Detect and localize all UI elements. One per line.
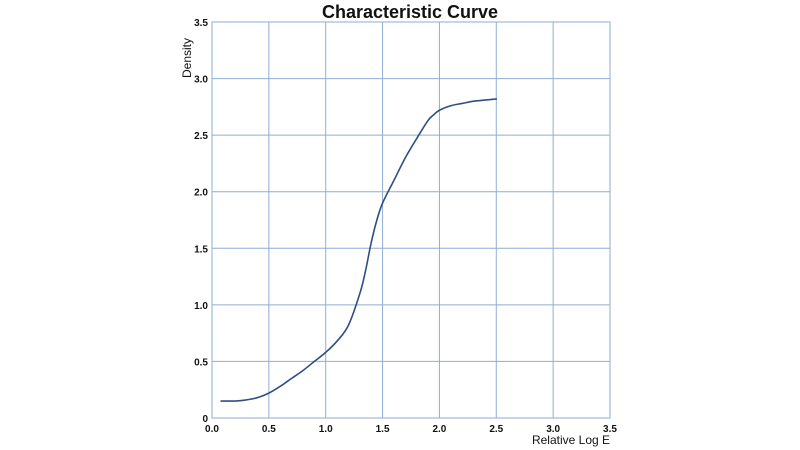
series-layer <box>220 98 498 402</box>
density-curve-line <box>220 98 498 402</box>
plot-frame <box>211 21 611 419</box>
tick-labels: 0.0 0.5 1.0 1.5 2.0 2.5 3.0 3.5 0 0.5 1.0 1.5 2.0 2.5… <box>194 18 617 435</box>
y-tick-label: 2.5 <box>194 131 208 142</box>
x-tick-label: 3.5 <box>603 424 617 435</box>
x-tick-label: 0.0 <box>205 424 219 435</box>
chart-title: Characteristic Curve <box>322 2 498 22</box>
y-axis-label: Density <box>180 38 194 78</box>
x-tick-label: 3.0 <box>546 424 560 435</box>
x-tick-label: 0.5 <box>262 424 276 435</box>
x-tick-label: 1.0 <box>319 424 333 435</box>
y-tick-label: 3.0 <box>194 75 208 86</box>
y-tick-label: 0.5 <box>194 357 208 368</box>
y-tick-label: 3.5 <box>194 18 208 29</box>
y-tick-label: 1.0 <box>194 301 208 312</box>
grid <box>211 21 611 419</box>
x-axis-label: Relative Log E <box>532 433 610 447</box>
x-tick-label: 1.5 <box>376 424 390 435</box>
y-tick-label: 1.5 <box>194 244 208 255</box>
x-tick-label: 2.0 <box>432 424 446 435</box>
x-tick-label: 2.5 <box>489 424 503 435</box>
y-tick-label: 0 <box>202 414 208 425</box>
y-tick-label: 2.0 <box>194 188 208 199</box>
